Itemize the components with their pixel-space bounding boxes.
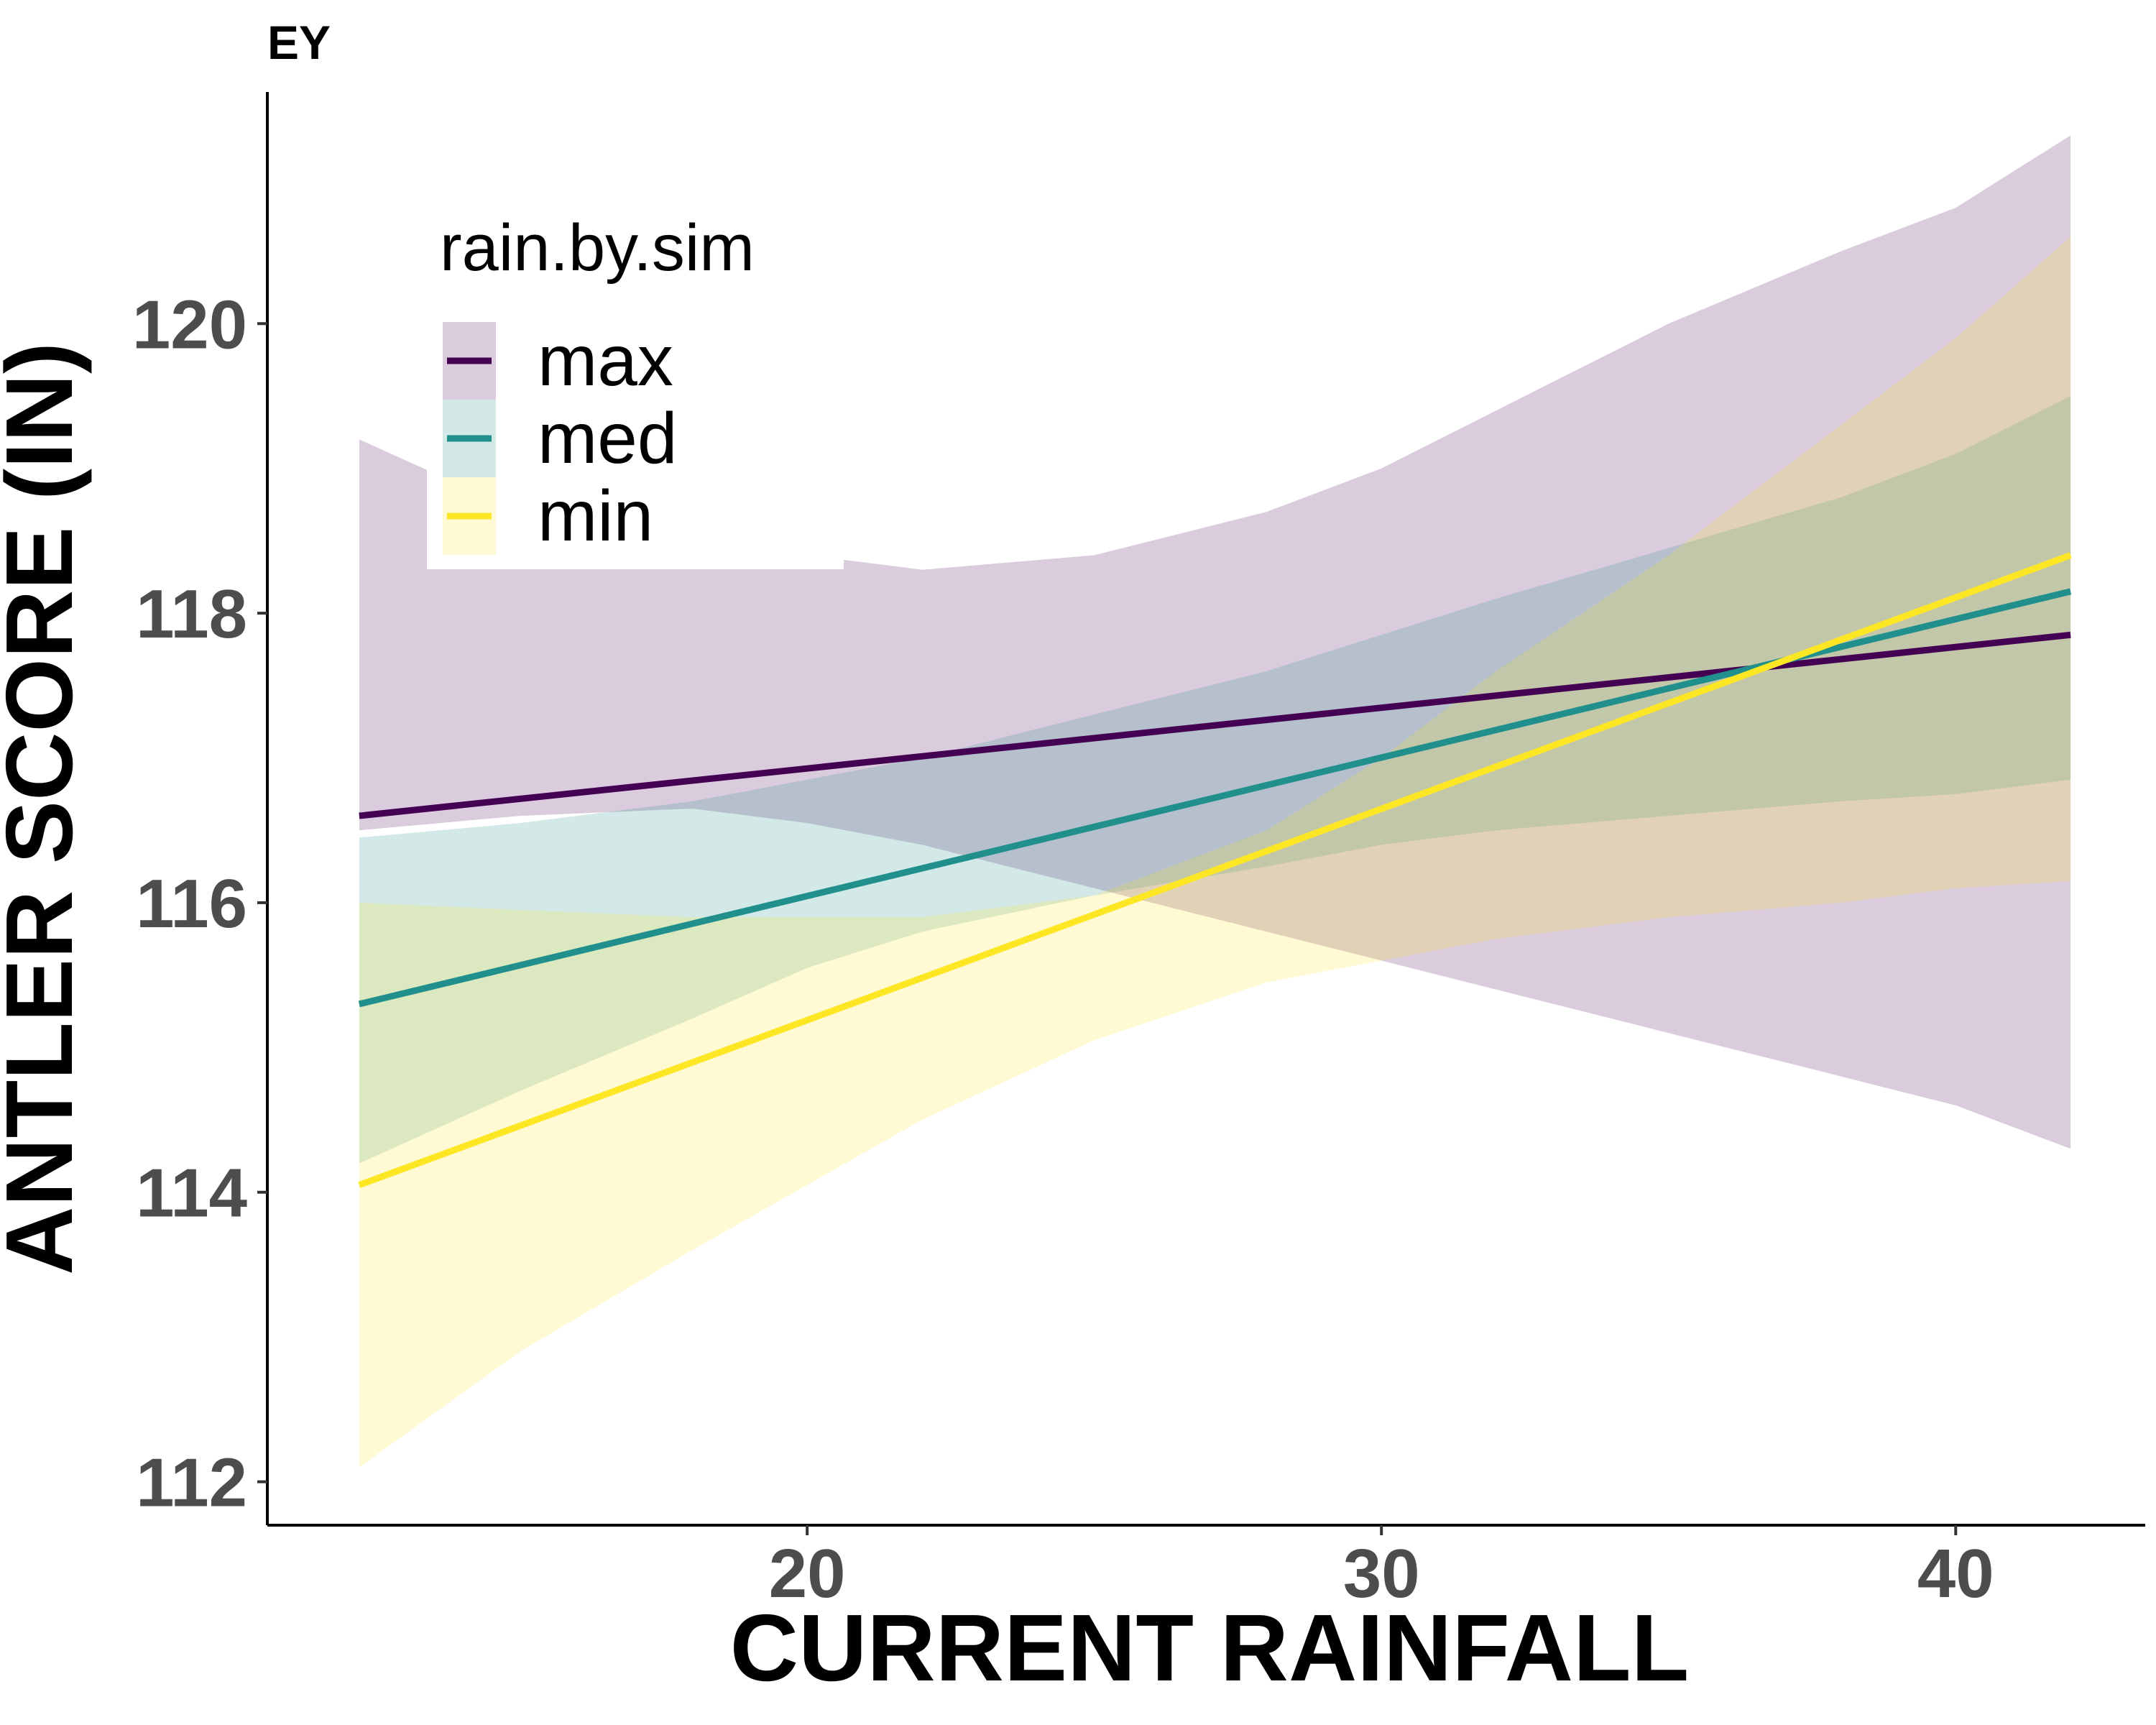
band-max bbox=[359, 135, 2071, 1149]
y-tick-label: 114 bbox=[136, 1155, 247, 1232]
x-axis-title: CURRENT RAINFALL bbox=[730, 1595, 1690, 1701]
y-axis-title: ANTLER SCORE (IN) bbox=[0, 342, 92, 1275]
trend-lines bbox=[358, 552, 2072, 1188]
y-tick-label: 118 bbox=[136, 576, 247, 653]
x-tick-label: 20 bbox=[769, 1535, 846, 1612]
x-ticks: 20 30 40 bbox=[769, 1525, 1994, 1612]
band-min bbox=[359, 236, 2071, 1468]
x-tick-label: 40 bbox=[1917, 1535, 1994, 1612]
y-tick-label: 112 bbox=[136, 1445, 247, 1522]
axes bbox=[266, 92, 2145, 1527]
y-ticks: 112 114 116 118 120 bbox=[132, 286, 267, 1522]
legend-title: rain.by.sim bbox=[440, 211, 755, 285]
confidence-bands bbox=[359, 135, 2071, 1468]
y-tick-label: 120 bbox=[132, 286, 247, 363]
y-tick-label: 116 bbox=[136, 865, 247, 942]
x-tick-label: 30 bbox=[1343, 1535, 1420, 1612]
legend-label-med: med bbox=[538, 398, 678, 479]
band-med bbox=[359, 396, 2071, 1164]
line-min bbox=[358, 552, 2072, 1188]
legend-background bbox=[427, 193, 844, 569]
legend-label-min: min bbox=[538, 476, 653, 556]
legend-label-max: max bbox=[538, 321, 673, 401]
panel-tag: EY bbox=[267, 16, 331, 69]
line-max bbox=[359, 631, 2071, 819]
